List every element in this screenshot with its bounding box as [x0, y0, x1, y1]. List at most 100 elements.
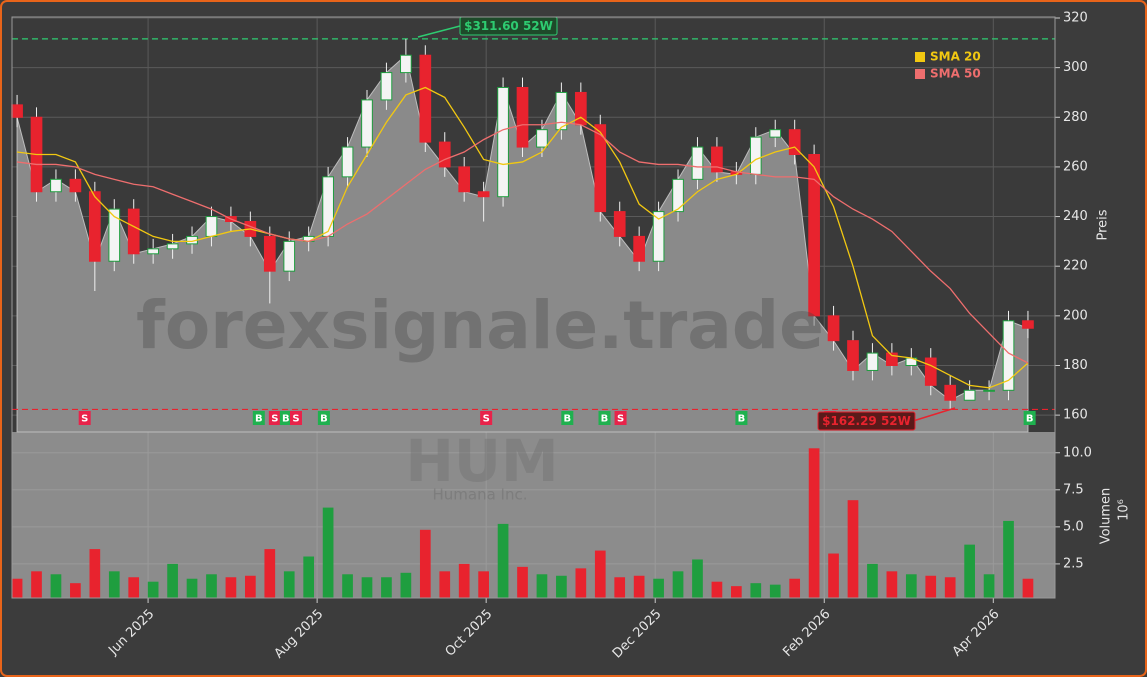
volume-bar	[167, 563, 178, 598]
volume-bar	[322, 507, 334, 598]
candle-body	[322, 176, 334, 237]
signal-marker	[480, 411, 493, 425]
watermark: forexsignale.trade	[136, 287, 824, 364]
volume-bar	[789, 578, 801, 598]
volume-bar	[594, 550, 606, 598]
signal-label: B	[320, 414, 328, 425]
sma-line	[16, 121, 1029, 364]
legend-swatch	[915, 69, 925, 79]
volume-bar	[886, 571, 898, 598]
y-tick-label: 280	[1063, 110, 1088, 125]
volume-axis-label: Volumen	[1099, 488, 1114, 545]
volume-bar	[31, 571, 42, 598]
signal-marker	[735, 411, 748, 425]
volume-bar	[478, 571, 489, 598]
signal-label: B	[601, 414, 609, 425]
signal-label: S	[271, 414, 278, 425]
candle-body	[847, 340, 859, 371]
volume-bar	[361, 577, 373, 598]
volume-bar	[11, 578, 23, 598]
company-watermark: Humana Inc.	[432, 486, 527, 504]
signal-marker	[561, 411, 574, 425]
candle-body	[380, 72, 393, 101]
volume-bar	[50, 574, 62, 598]
candle-body	[983, 389, 995, 392]
candle-body	[516, 86, 529, 148]
signal-label: S	[292, 414, 299, 425]
candle-body	[555, 91, 568, 131]
volume-bar	[206, 574, 217, 598]
candle-body	[1022, 320, 1034, 329]
y-tick-label: 320	[1063, 10, 1088, 25]
candle-body	[283, 240, 296, 272]
volume-bar	[439, 571, 451, 598]
y-tick-label: 200	[1063, 308, 1088, 323]
volume-bar	[458, 563, 470, 598]
signal-marker	[268, 411, 281, 425]
volume-bar	[556, 575, 567, 598]
candle-body	[827, 315, 840, 342]
volume-scale-label: 10⁶	[1117, 499, 1132, 521]
plot-border	[11, 16, 1056, 599]
volume-bar	[400, 572, 412, 598]
candle-body	[127, 208, 140, 255]
annotation-arrow	[417, 25, 461, 38]
signal-label: B	[563, 414, 571, 425]
volume-bar	[867, 563, 878, 598]
candle-body	[69, 178, 82, 193]
candle-body	[263, 235, 276, 272]
signal-marker	[317, 411, 330, 425]
volume-bar	[186, 578, 198, 598]
candle-body	[419, 54, 432, 143]
legend-label: SMA 50	[930, 67, 981, 81]
volume-bar	[964, 544, 975, 598]
y-tick-label: 7.5	[1063, 482, 1084, 497]
signal-label: B	[282, 414, 290, 425]
signal-label: B	[1026, 414, 1034, 425]
y-tick-label: 240	[1063, 209, 1088, 224]
annotation-label: $162.29 52W	[822, 414, 911, 428]
volume-bar	[808, 448, 820, 598]
candle-body	[691, 146, 704, 180]
volume-bar	[633, 575, 645, 598]
signal-marker	[279, 411, 292, 425]
volume-bar	[381, 577, 392, 598]
candle-body	[50, 178, 62, 193]
annotation-box	[817, 411, 916, 431]
volume-panel	[12, 432, 1055, 598]
y-tick-label: 220	[1063, 259, 1088, 274]
volume-bar	[147, 581, 159, 598]
volume-bar	[905, 574, 917, 598]
volume-bar	[1003, 520, 1014, 598]
signal-label: B	[255, 414, 263, 425]
signal-marker	[252, 411, 265, 425]
signal-marker	[289, 411, 302, 425]
candle-body	[613, 211, 626, 237]
volume-bar	[89, 549, 101, 598]
signal-marker	[78, 411, 91, 425]
y-tick-label: 2.5	[1063, 556, 1084, 571]
volume-bar	[672, 571, 684, 598]
candle-body	[458, 166, 471, 193]
volume-bar	[769, 584, 781, 598]
candle-body	[633, 235, 645, 262]
volume-bar	[944, 577, 956, 598]
candle-body	[808, 154, 820, 317]
y-tick-label: 10.0	[1063, 445, 1092, 460]
volume-bar	[614, 577, 626, 598]
volume-bar	[536, 574, 548, 598]
y-tick-label: 260	[1063, 159, 1088, 174]
volume-bar	[225, 577, 237, 598]
annotation-label: $311.60 52W	[464, 19, 553, 33]
volume-bar	[711, 581, 723, 598]
signal-marker	[1023, 411, 1036, 425]
volume-bar	[264, 549, 276, 598]
volume-bar	[128, 577, 140, 598]
volume-bar	[342, 574, 353, 598]
candle-body	[652, 211, 665, 262]
y-tick-label: 300	[1063, 60, 1088, 75]
sma-line	[16, 86, 1029, 389]
candle-body	[477, 191, 490, 198]
volume-bar	[1022, 578, 1034, 598]
